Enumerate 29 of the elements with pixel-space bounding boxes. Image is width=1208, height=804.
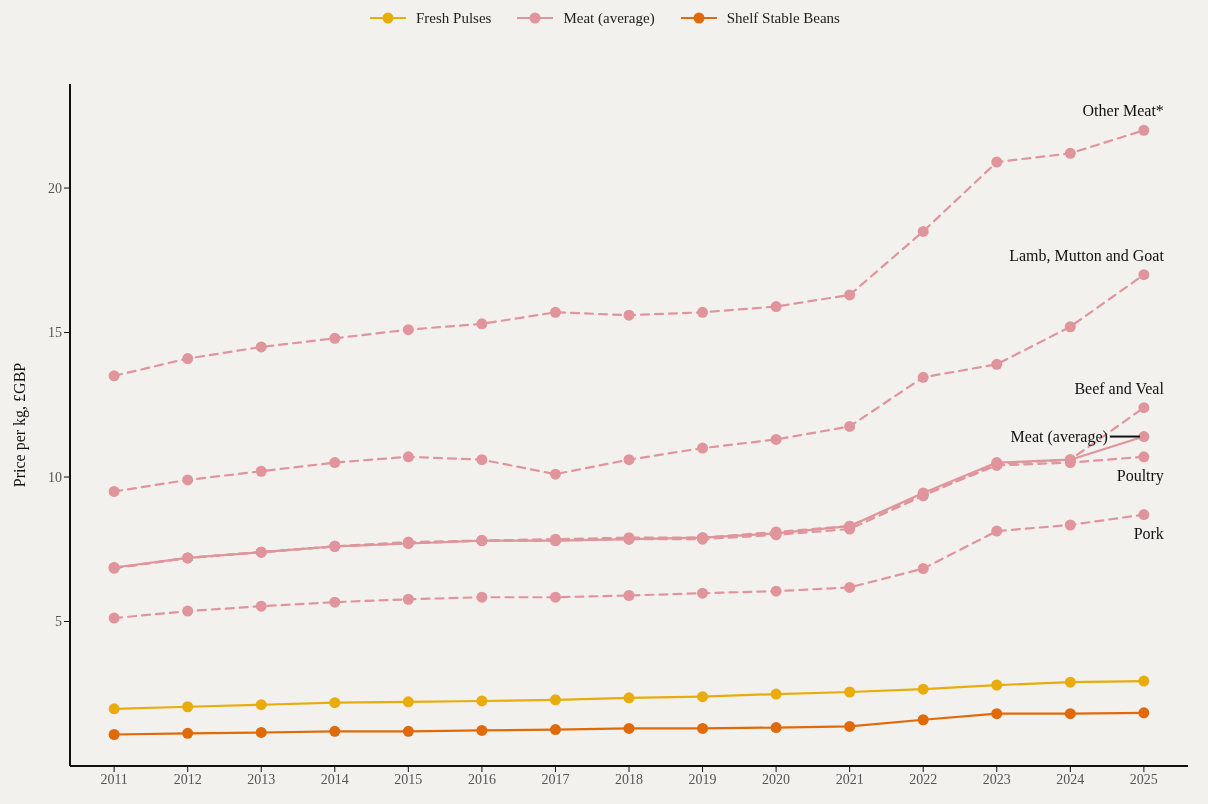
y-tick-label: 10 (48, 469, 62, 485)
x-tick-label: 2011 (100, 771, 128, 787)
x-tick-label: 2013 (247, 771, 276, 787)
series-label: Lamb, Mutton and Goat (1009, 246, 1165, 264)
x-tick-label: 2018 (615, 771, 643, 787)
x-tick-label: 2023 (982, 771, 1011, 787)
x-tick-label: 2015 (394, 771, 423, 787)
x-tick-label: 2019 (688, 771, 717, 787)
x-tick-label: 2021 (835, 771, 864, 787)
annotation: Meat (average) (1010, 427, 1108, 446)
x-tick-label: 2024 (1056, 771, 1085, 787)
legend-label: Meat (average) (563, 9, 655, 27)
series-label: Poultry (1116, 466, 1164, 485)
series-label: Beef and Veal (1074, 379, 1165, 397)
x-tick-label: 2025 (1129, 771, 1158, 787)
x-tick-label: 2012 (173, 771, 202, 787)
series-label: Pork (1133, 524, 1164, 542)
x-tick-label: 2020 (762, 771, 791, 787)
y-tick-label: 15 (48, 325, 62, 341)
x-tick-label: 2017 (541, 771, 570, 787)
legend-label: Fresh Pulses (416, 9, 492, 27)
x-tick-label: 2014 (320, 771, 349, 787)
y-tick-label: 20 (48, 181, 62, 196)
legend-label: Shelf Stable Beans (726, 9, 840, 27)
y-axis-title: Price per kg, £GBP (10, 362, 29, 488)
x-tick-label: 2016 (467, 771, 496, 787)
y-tick-label: 5 (55, 614, 62, 630)
x-tick-label: 2022 (909, 771, 938, 787)
series-label: Other Meat* (1082, 102, 1164, 120)
